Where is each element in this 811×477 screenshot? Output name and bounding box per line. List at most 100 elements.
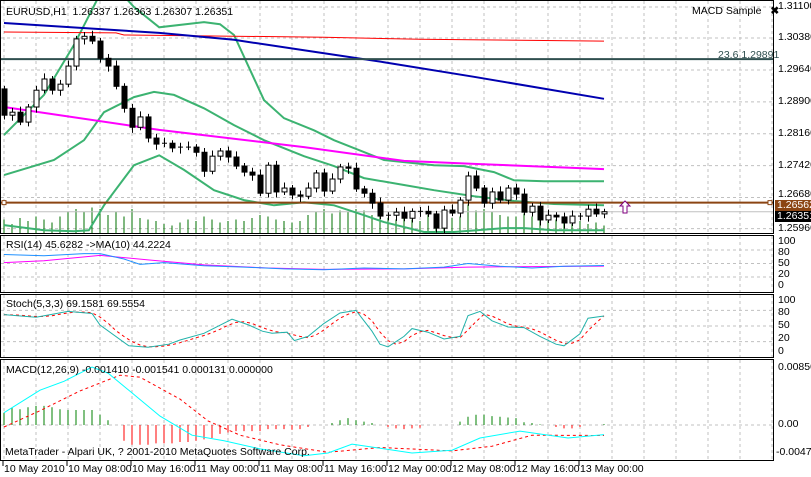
time-axis-label: 12 May 00:00 <box>388 463 452 475</box>
rsi-axis-80: 80 <box>778 246 790 258</box>
price-axis-label: 1.29640 <box>778 63 811 75</box>
expert-advisor-label[interactable]: MACD Sample ✖ <box>692 5 779 17</box>
rsi-axis-100: 100 <box>778 235 796 247</box>
candle <box>97 38 104 63</box>
candle <box>433 210 440 233</box>
candle <box>449 204 456 217</box>
price-axis-label: 1.27420 <box>778 159 811 171</box>
candle <box>233 151 240 170</box>
candle <box>561 212 568 229</box>
stoch-signal-line <box>3 311 605 348</box>
candle-body-bull <box>329 178 336 192</box>
macd-pane[interactable] <box>3 366 605 457</box>
candle <box>49 75 56 95</box>
candle <box>113 60 120 90</box>
candle <box>257 169 264 197</box>
candle <box>465 171 472 206</box>
rsi-pane[interactable] <box>3 253 605 271</box>
candle <box>178 142 183 154</box>
candle <box>537 201 544 226</box>
time-axis-label: 11 May 16:00 <box>324 463 387 475</box>
candle <box>569 210 576 226</box>
candle <box>578 213 583 221</box>
stoch-axis-100: 100 <box>778 294 796 306</box>
candle <box>521 188 528 216</box>
candle-body-bear <box>233 156 240 167</box>
time-axis-label: 11 May 08:00 <box>260 463 323 475</box>
pane-frames <box>0 0 774 466</box>
candle-body-bear <box>273 164 280 193</box>
candle-body-bear <box>561 216 568 224</box>
candle-body-bear <box>225 150 232 158</box>
candle-body-bear <box>249 171 256 176</box>
candle-body-bear <box>145 116 152 139</box>
x-icon[interactable]: ✖ <box>770 5 780 17</box>
candle-body-bull <box>505 187 512 201</box>
candle <box>345 162 352 174</box>
candle-body-bear <box>153 137 160 145</box>
stoch-pane-border <box>0 294 774 358</box>
candle-body-bull <box>529 205 536 213</box>
symbol-timeframe: EURUSD,H1 <box>6 6 67 18</box>
candle-body-bull <box>489 191 496 204</box>
candle-body-bear <box>97 40 104 59</box>
macd-pane-border <box>0 359 774 461</box>
candle-body-bear <box>321 172 328 192</box>
candle <box>401 206 408 222</box>
candle <box>553 212 560 222</box>
expert-name: MACD Sample <box>692 5 762 17</box>
candle <box>441 205 448 233</box>
candle <box>169 140 176 153</box>
candle <box>105 53 112 72</box>
candle <box>41 73 48 94</box>
buy-arrow-icon[interactable] <box>618 200 632 214</box>
candle-body-bull <box>265 164 272 194</box>
candle-body-bull <box>409 210 416 219</box>
candle <box>17 106 24 126</box>
time-axis-label: 10 May 2010 <box>4 463 65 475</box>
candle-body-bull <box>305 187 312 197</box>
macd-main-line <box>3 366 605 457</box>
price-axis-label: 1.30380 <box>778 31 811 43</box>
candle-body-bear <box>129 107 136 128</box>
candle <box>225 146 232 163</box>
time-axis-label: 12 May 16:00 <box>516 463 580 475</box>
candle <box>129 103 136 133</box>
candle-body-bear <box>1 88 8 116</box>
candle-body-bear <box>513 187 520 195</box>
bollinger-middle-line <box>3 90 605 207</box>
rsi-pane-border <box>0 235 774 293</box>
candle-body-bull <box>457 199 464 214</box>
candle-body-bear <box>401 211 408 219</box>
time-axis-label: 10 May 08:00 <box>68 463 132 475</box>
candle <box>513 183 520 200</box>
bollinger-upper-line <box>3 1 604 183</box>
stoch-main-line <box>3 309 605 348</box>
candle <box>329 173 336 195</box>
candle <box>89 30 96 45</box>
candle-body-bear <box>361 188 368 194</box>
rsi-label: RSI(14) 45.6282 ->MA(10) 44.2224 <box>6 239 171 251</box>
candle-body-bear <box>553 214 560 218</box>
red-moving-average-line <box>3 31 605 42</box>
candle <box>289 185 296 200</box>
candle-body-bull <box>569 215 576 224</box>
magenta-moving-average-line <box>3 106 605 171</box>
bid-price-box: 1.26351 <box>775 211 811 222</box>
main-price-pane[interactable] <box>1 0 773 234</box>
candle-body-bear <box>257 174 264 194</box>
macd-label: MACD(12,26,9) -0.001410 -0.001541 0.0001… <box>6 364 273 376</box>
candle <box>1 85 8 120</box>
candle <box>81 32 88 45</box>
candle <box>321 168 328 197</box>
ohlc-values: 1.26337 1.26363 1.26307 1.26351 <box>72 6 234 18</box>
candle-body-bear <box>537 205 544 221</box>
candle <box>585 204 592 222</box>
rsi-axis-50: 50 <box>778 257 790 269</box>
stochastic-pane[interactable] <box>3 309 605 348</box>
candle-body-bear <box>481 187 488 204</box>
candle-body-bull <box>601 211 608 215</box>
candle <box>593 203 600 217</box>
